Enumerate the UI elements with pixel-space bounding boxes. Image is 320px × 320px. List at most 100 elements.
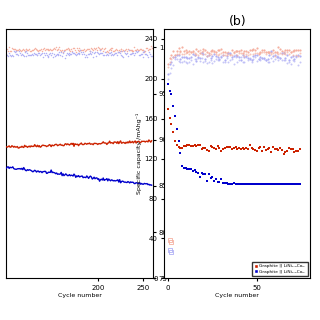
Point: [63, 52, 68, 58]
Point: [129, 50, 134, 55]
Point: [274, 54, 279, 59]
Point: [169, 52, 174, 58]
Point: [123, 50, 128, 55]
Point: [272, 181, 277, 186]
Point: [113, 47, 118, 52]
Point: [183, 144, 188, 149]
Point: [215, 180, 220, 185]
Point: [55, 52, 60, 58]
Point: [297, 47, 302, 52]
Point: [180, 54, 185, 59]
Point: [29, 48, 35, 53]
Point: [113, 51, 118, 56]
Point: [136, 47, 141, 52]
Point: [208, 58, 213, 63]
Point: [201, 146, 206, 151]
Point: [8, 48, 13, 53]
Point: [74, 45, 79, 51]
Point: [204, 49, 210, 54]
Point: [149, 46, 154, 51]
Point: [34, 53, 39, 58]
Point: [203, 52, 208, 57]
Point: [107, 51, 112, 56]
Point: [181, 48, 187, 53]
Point: [36, 50, 41, 55]
Point: [46, 54, 51, 59]
Point: [188, 166, 194, 172]
Point: [265, 181, 270, 186]
Point: [115, 50, 120, 55]
Point: [261, 181, 267, 186]
Point: [58, 52, 63, 57]
Point: [222, 59, 228, 64]
Point: [55, 46, 60, 51]
Point: [260, 50, 265, 55]
Point: [270, 51, 276, 56]
Point: [229, 147, 235, 152]
Point: [194, 144, 199, 149]
Point: [213, 176, 219, 181]
Point: [277, 46, 283, 52]
Point: [70, 45, 76, 50]
Point: [97, 47, 102, 52]
Point: [260, 56, 265, 61]
Point: [69, 46, 74, 52]
Point: [53, 45, 58, 50]
Point: [206, 53, 212, 58]
Point: [43, 47, 48, 52]
Point: [188, 54, 194, 59]
Point: [167, 89, 172, 94]
Point: [171, 55, 176, 60]
Point: [87, 48, 92, 53]
Point: [13, 51, 18, 56]
Point: [285, 60, 290, 65]
Point: [281, 151, 286, 156]
Point: [121, 48, 126, 53]
Point: [33, 52, 38, 57]
Point: [197, 48, 203, 53]
Point: [110, 52, 115, 57]
Point: [176, 58, 181, 63]
Point: [285, 47, 290, 52]
Point: [17, 49, 22, 54]
Point: [23, 48, 28, 53]
Point: [85, 52, 90, 57]
Point: [101, 48, 106, 53]
Point: [147, 47, 152, 52]
Point: [22, 50, 27, 55]
Point: [235, 181, 240, 186]
Point: [279, 148, 284, 153]
Point: [213, 53, 219, 58]
Point: [45, 47, 50, 52]
Point: [14, 49, 19, 54]
Point: [148, 53, 153, 59]
Point: [283, 52, 288, 57]
Point: [206, 172, 212, 177]
Point: [169, 57, 174, 62]
Point: [276, 58, 281, 63]
Point: [197, 174, 203, 179]
Point: [167, 59, 172, 64]
Point: [210, 53, 215, 59]
Point: [104, 51, 109, 56]
Point: [148, 44, 153, 49]
Point: [5, 46, 10, 52]
Point: [281, 58, 286, 63]
Point: [111, 53, 116, 58]
Point: [169, 250, 174, 255]
Point: [112, 52, 117, 57]
Point: [187, 55, 192, 60]
Point: [67, 48, 72, 53]
Point: [268, 50, 274, 55]
Point: [180, 145, 185, 150]
Point: [77, 49, 82, 54]
Point: [171, 130, 176, 135]
Point: [292, 49, 297, 54]
Point: [240, 60, 245, 65]
Point: [290, 48, 295, 53]
Point: [9, 46, 14, 51]
Point: [276, 52, 281, 57]
Point: [76, 52, 81, 57]
Point: [293, 181, 299, 186]
Point: [258, 50, 263, 55]
